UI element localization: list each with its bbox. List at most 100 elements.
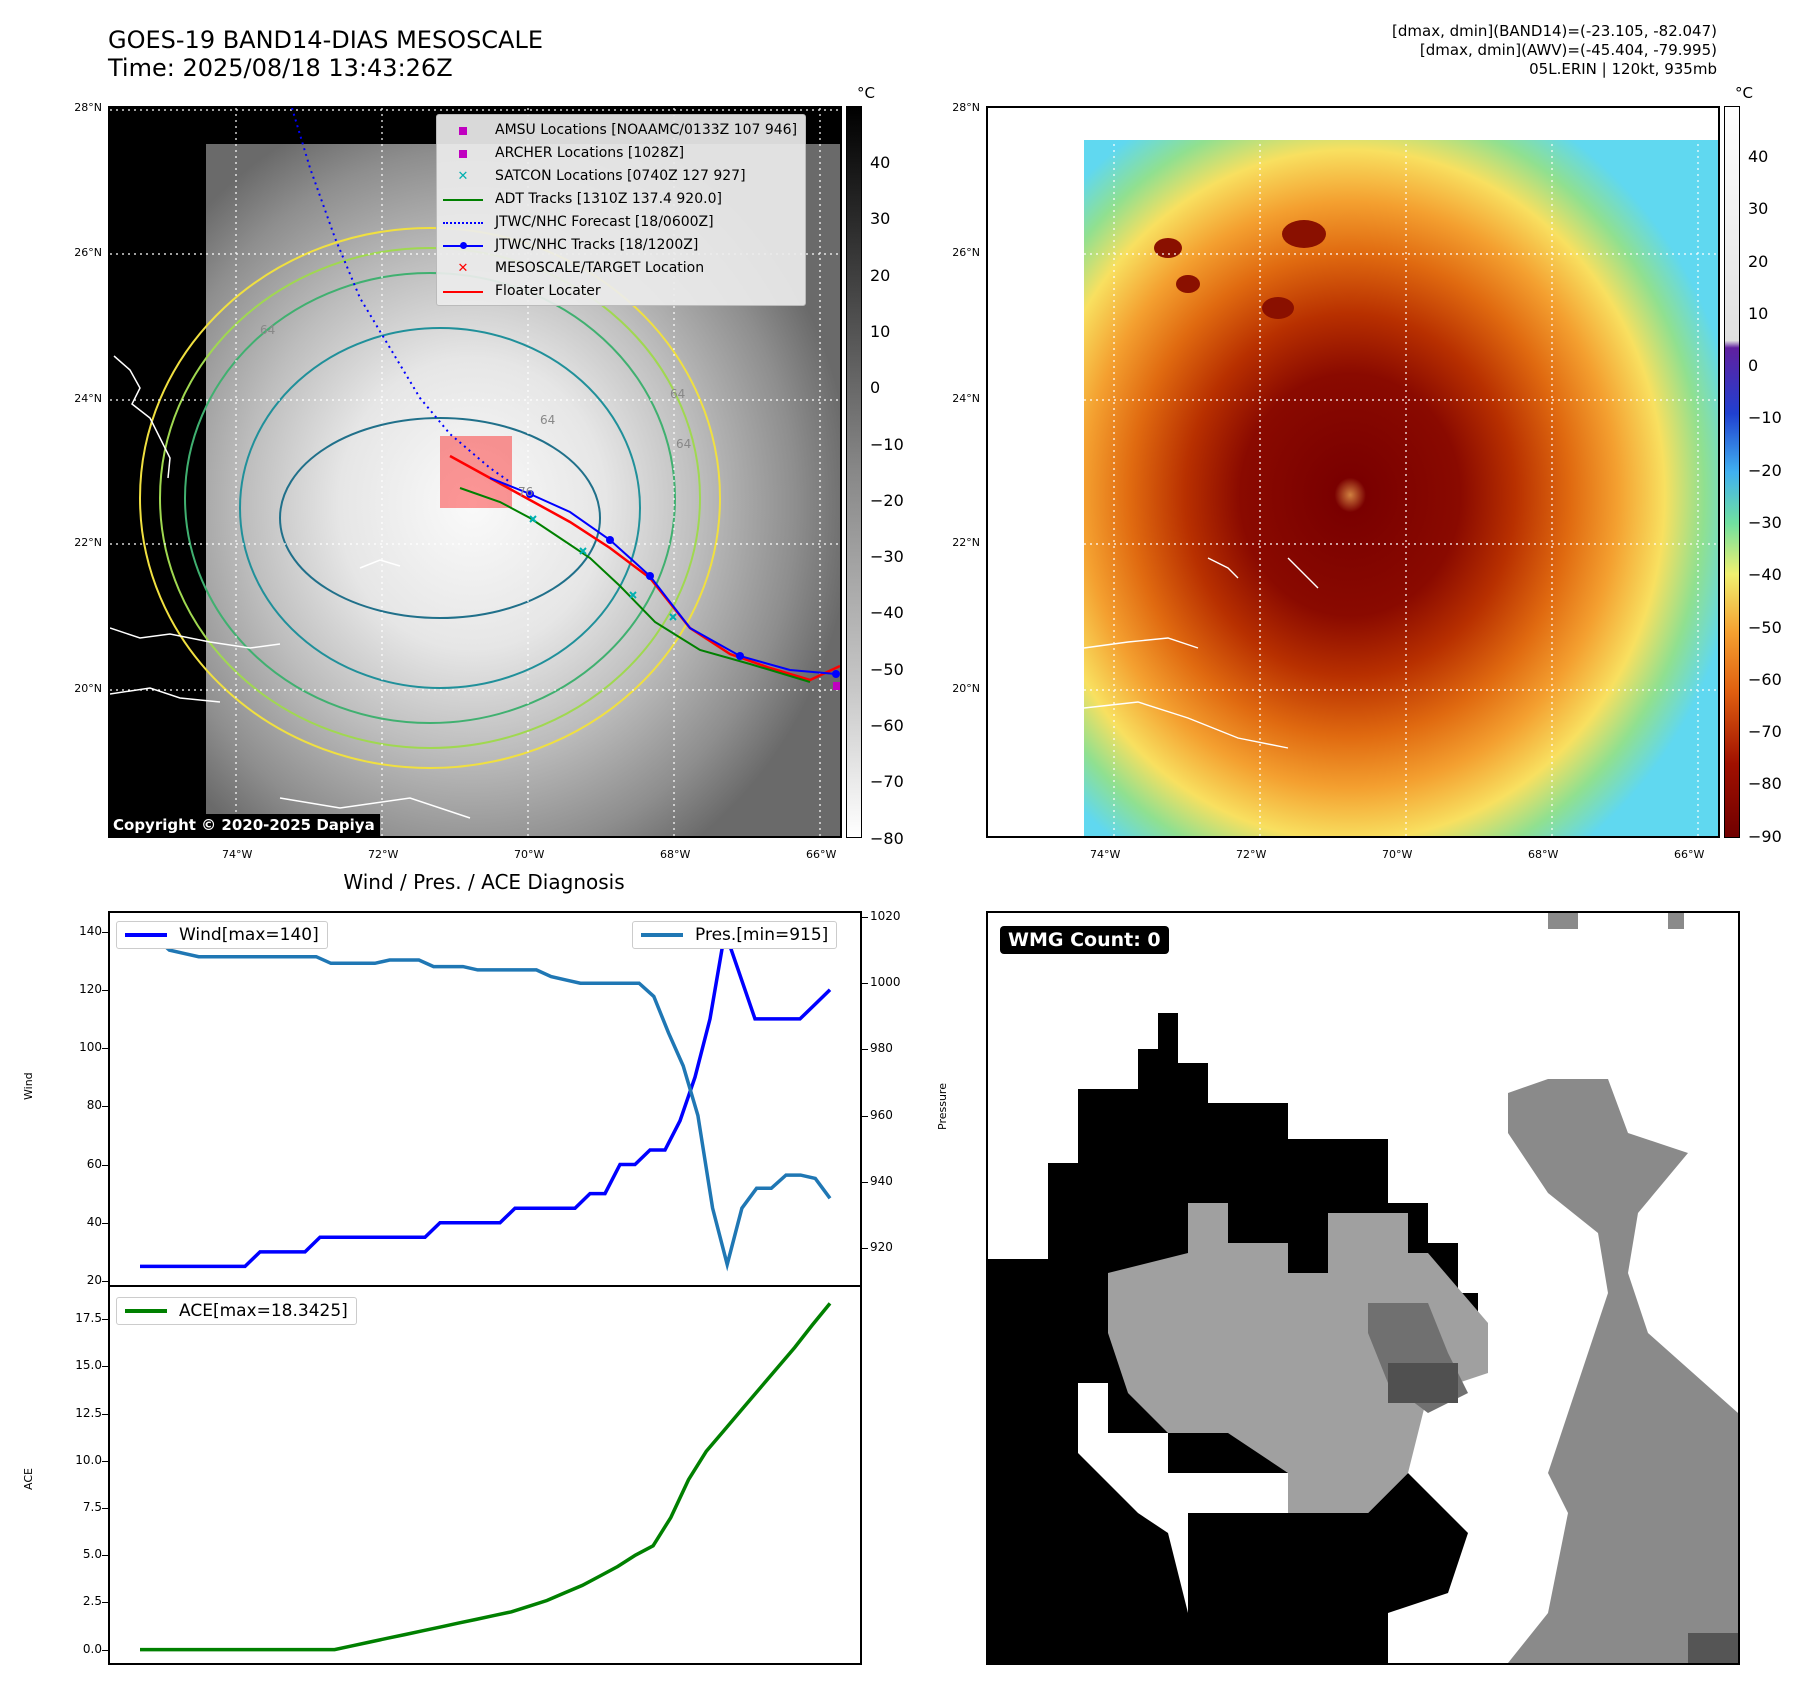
square-marker-icon [443,124,483,138]
square-marker-icon [443,147,483,161]
colorbar-tick-label: −80 [1748,774,1782,794]
diagnosis-title: Wind / Pres. / ACE Diagnosis [343,870,625,894]
lat-label: 26°N [74,246,102,259]
axis-tick-label: 10.0 [75,1452,102,1467]
enhanced-colorbar [1724,106,1740,838]
axis-tick-label: 940 [870,1173,893,1188]
title-line-time: Time: 2025/08/18 13:43:26Z [108,54,453,82]
axis-tick-mark [102,1319,108,1321]
axis-tick-label: 7.5 [82,1500,102,1515]
axis-tick-label: 2.5 [82,1594,102,1609]
colorbar-tick-label: −40 [1748,565,1782,585]
lon-label: 68°W [1528,848,1559,861]
lat-label: 20°N [74,682,102,695]
colorbar-tick-label: 20 [870,265,891,285]
contour-label: 76 [518,485,533,499]
lon-label: 72°W [368,848,399,861]
line-marker-icon [443,285,483,299]
lon-label: 70°W [1382,848,1413,861]
axis-tick-label: 1000 [870,975,901,990]
enhanced-map-panel [986,106,1720,838]
wmg-image [988,913,1738,1663]
pres-series-line [140,935,832,1272]
axis-tick-label: 5.0 [82,1547,102,1562]
axis-tick-mark [102,1106,108,1108]
contour-label: 64 [260,323,275,337]
axis-tick-mark [102,931,108,933]
colorbar-tick-label: −90 [1748,826,1782,846]
axis-tick-mark [102,1555,108,1557]
wind-axis-label: Wind [22,1072,35,1100]
contour-label: 64 [676,437,691,451]
lat-label: 22°N [74,536,102,549]
axis-tick-label: 1020 [870,909,901,923]
colorbar-tick-label: −50 [870,659,904,679]
colorbar-tick-label: −50 [1748,617,1782,637]
axis-tick-mark [862,917,868,918]
axis-tick-label: 15.0 [75,1358,102,1373]
axis-tick-mark [862,983,868,985]
lat-label: 24°N [952,392,980,405]
colorbar-tick-label: −10 [1748,408,1782,428]
lat-label: 28°N [74,101,102,114]
colorbar-tick-label: 40 [870,153,891,172]
axis-tick-mark [862,1049,868,1051]
amsu-marker [833,682,840,690]
ace-axis-label: ACE [22,1468,35,1490]
wind-pressure-chart [140,931,832,1272]
axis-tick-label: 920 [870,1239,893,1254]
colorbar-tick-label: 40 [1748,147,1769,166]
axis-tick-label: 20 [86,1273,102,1287]
lon-label: 70°W [514,848,545,861]
legend-item-tracks: JTWC/NHC Tracks [18/1200Z] [443,234,797,257]
axis-tick-mark [102,1460,108,1462]
floater-box [440,436,512,508]
x-marker-icon: ✕ [457,260,469,276]
wind-series-line [140,931,832,1269]
colorbar-tick-label: −20 [870,490,904,510]
legend-item-floater: Floater Locater [443,280,797,303]
lon-label: 68°W [660,848,691,861]
legend-item-adt: ADT Tracks [1310Z 137.4 920.0] [443,188,797,211]
pressure-legend-swatch [641,933,683,937]
line-marker-icon [443,193,483,207]
wind-legend: Wind[max=140] [116,921,328,949]
lat-label: 20°N [952,682,980,695]
ace-series-line [140,1302,832,1652]
axis-tick-label: 0.0 [82,1641,102,1656]
info-band14-range: [dmax, dmin](BAND14)=(-23.105, -82.047) [1392,22,1717,40]
pressure-axis-label: Pressure [936,1083,949,1130]
colorbar-tick-label: −20 [1748,460,1782,480]
colorbar-tick-label: 10 [1748,303,1769,323]
axis-tick-label: 17.5 [75,1311,102,1326]
pressure-legend: Pres.[min=915] [632,921,838,949]
axis-tick-label: 60 [86,1156,102,1171]
axis-tick-label: 960 [870,1107,893,1122]
legend-item-archer: ARCHER Locations [1028Z] [443,142,797,165]
axis-tick-mark [102,1222,108,1224]
axis-tick-mark [102,1366,108,1368]
dotted-line-icon [443,216,483,230]
info-storm-summary: 05L.ERIN | 120kt, 935mb [1529,60,1717,78]
title-line-product: GOES-19 BAND14-DIAS MESOSCALE [108,26,544,54]
colorbar-unit-left: °C [857,84,875,102]
lon-label: 74°W [1090,848,1121,861]
colorbar-tick-label: 0 [870,378,881,398]
adt-track [459,487,811,683]
axis-tick-mark [862,1181,868,1183]
colorbar-tick-label: −30 [1748,513,1782,532]
colorbar-tick-label: 0 [1748,356,1759,376]
enhanced-imagery [1084,140,1718,836]
ace-legend: ACE[max=18.3425] [116,1297,357,1325]
wmg-panel [986,911,1740,1665]
axis-tick-mark [862,1115,868,1117]
axis-tick-label: 40 [86,1214,102,1229]
lat-label: 24°N [74,392,102,405]
ir-colorbar [846,106,862,838]
legend-item-forecast: JTWC/NHC Forecast [18/0600Z] [443,211,797,234]
lon-label: 72°W [1236,848,1267,861]
colorbar-tick-label: 20 [1748,251,1769,271]
lon-label: 74°W [222,848,253,861]
ir-map-panel: 64 64 64 64 76 AMSU Locations [NOAAMC/01… [108,106,842,838]
colorbar-tick-label: 30 [870,209,891,229]
